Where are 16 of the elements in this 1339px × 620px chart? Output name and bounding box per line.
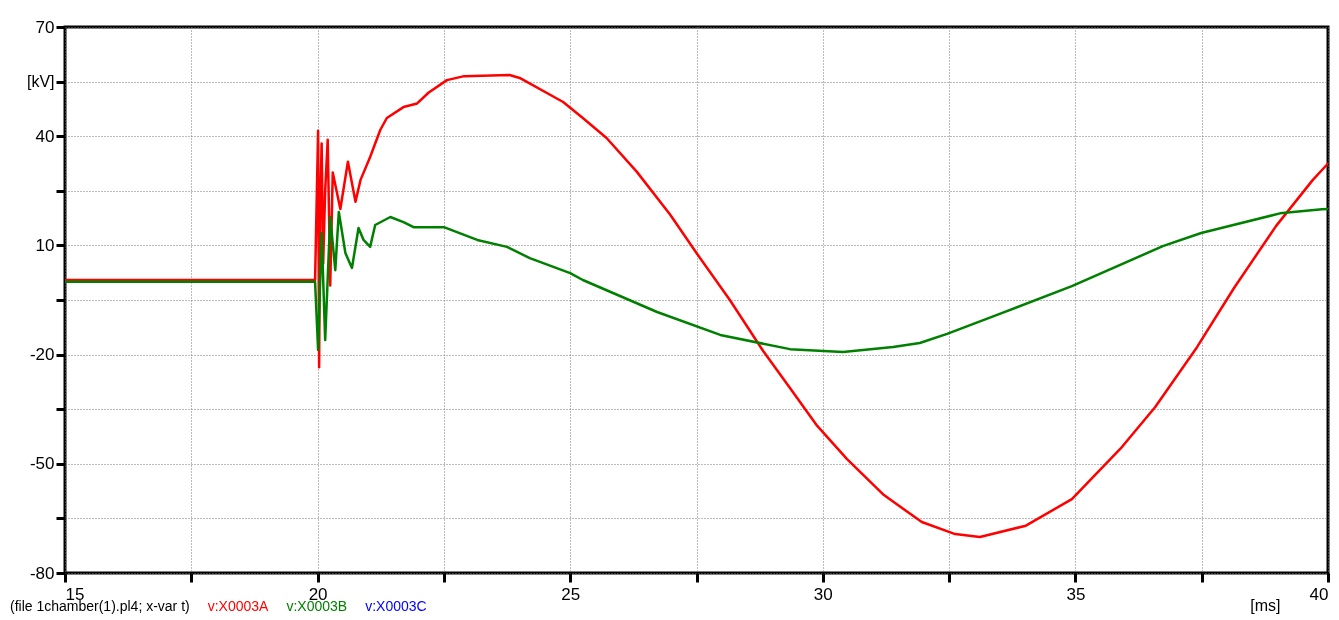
text: v:X0003A [207,598,269,614]
x-axis-title: [ms] [1250,596,1281,614]
line-series [65,73,1328,539]
x-tick-label: 40 [1309,584,1329,604]
y-tick-label: -80 [29,563,55,583]
y-tick-label: 10 [35,235,55,255]
x-tick-label: 25 [561,584,581,604]
y-tick-label: 40 [35,126,55,146]
y-tick-label: -50 [29,454,55,474]
x-tick-label: 35 [1066,584,1086,604]
line-series [65,207,1328,354]
y-tick-label: -20 [29,345,55,365]
y-axis-title: [kV] [26,73,55,91]
legend-label: v:X0003C [365,598,427,614]
y-tick-label: 70 [35,17,55,37]
x-tick-label: 30 [813,584,833,604]
